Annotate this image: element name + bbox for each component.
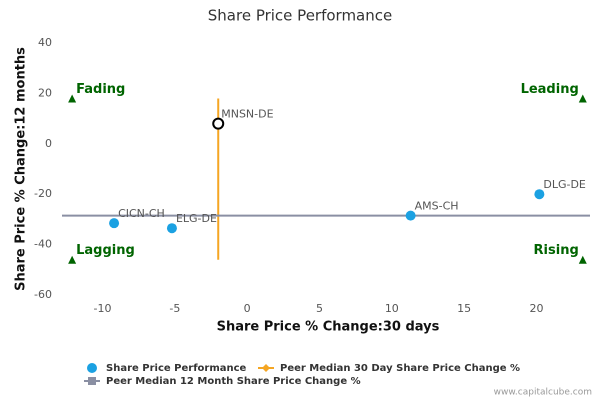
- legend-label: Share Price Performance: [106, 363, 247, 374]
- y-tick-label: -40: [34, 238, 52, 251]
- source: www.capitalcube.com: [494, 388, 592, 398]
- y-tick-label: -20: [34, 187, 52, 200]
- y-tick-label: -60: [34, 288, 52, 301]
- x-tick-label: 10: [385, 302, 399, 315]
- y-tick-label: 20: [38, 86, 52, 99]
- point: [534, 189, 545, 200]
- x-tick-label: 5: [316, 302, 323, 315]
- quadrant-label: Lagging: [76, 243, 135, 258]
- quadrant-label: Fading: [76, 82, 125, 97]
- quadrant-marker: [68, 255, 77, 264]
- point: [405, 210, 416, 221]
- quadrant-marker: [578, 255, 587, 264]
- quadrant-label: Rising: [534, 243, 579, 258]
- x-tick-label: 15: [457, 302, 471, 315]
- quadrant-marker: [68, 94, 77, 103]
- x-tick-label: 0: [244, 302, 251, 315]
- legend-swatch: [87, 363, 97, 373]
- x-tick-label: 20: [529, 302, 543, 315]
- chart-title: Share Price Performance: [208, 7, 392, 25]
- point-label: DLG-DE: [543, 178, 586, 191]
- legend-label: Peer Median 30 Day Share Price Change %: [280, 363, 520, 374]
- point-label: ELG-DE: [176, 212, 217, 225]
- highlighted-point: [212, 117, 225, 130]
- x-tick-label: -5: [169, 302, 180, 315]
- quadrant-label: Leading: [521, 82, 579, 97]
- point-label: AMS-CH: [415, 200, 459, 213]
- x-axis-label: Share Price % Change:30 days: [217, 320, 440, 335]
- y-axis-label: Share Price % Change:12 months: [14, 47, 29, 291]
- point-label: MNSN-DE: [221, 108, 273, 121]
- quadrant-marker: [578, 94, 587, 103]
- y-tick-label: 0: [45, 137, 52, 150]
- x-tick-label: -10: [94, 302, 112, 315]
- legend-label: Peer Median 12 Month Share Price Change …: [106, 376, 361, 387]
- y-tick-label: 40: [38, 36, 52, 49]
- legend-swatch: [262, 364, 270, 372]
- point: [166, 223, 177, 234]
- point: [109, 218, 120, 229]
- point-label: CICN-CH: [118, 207, 165, 220]
- legend-swatch: [88, 377, 96, 385]
